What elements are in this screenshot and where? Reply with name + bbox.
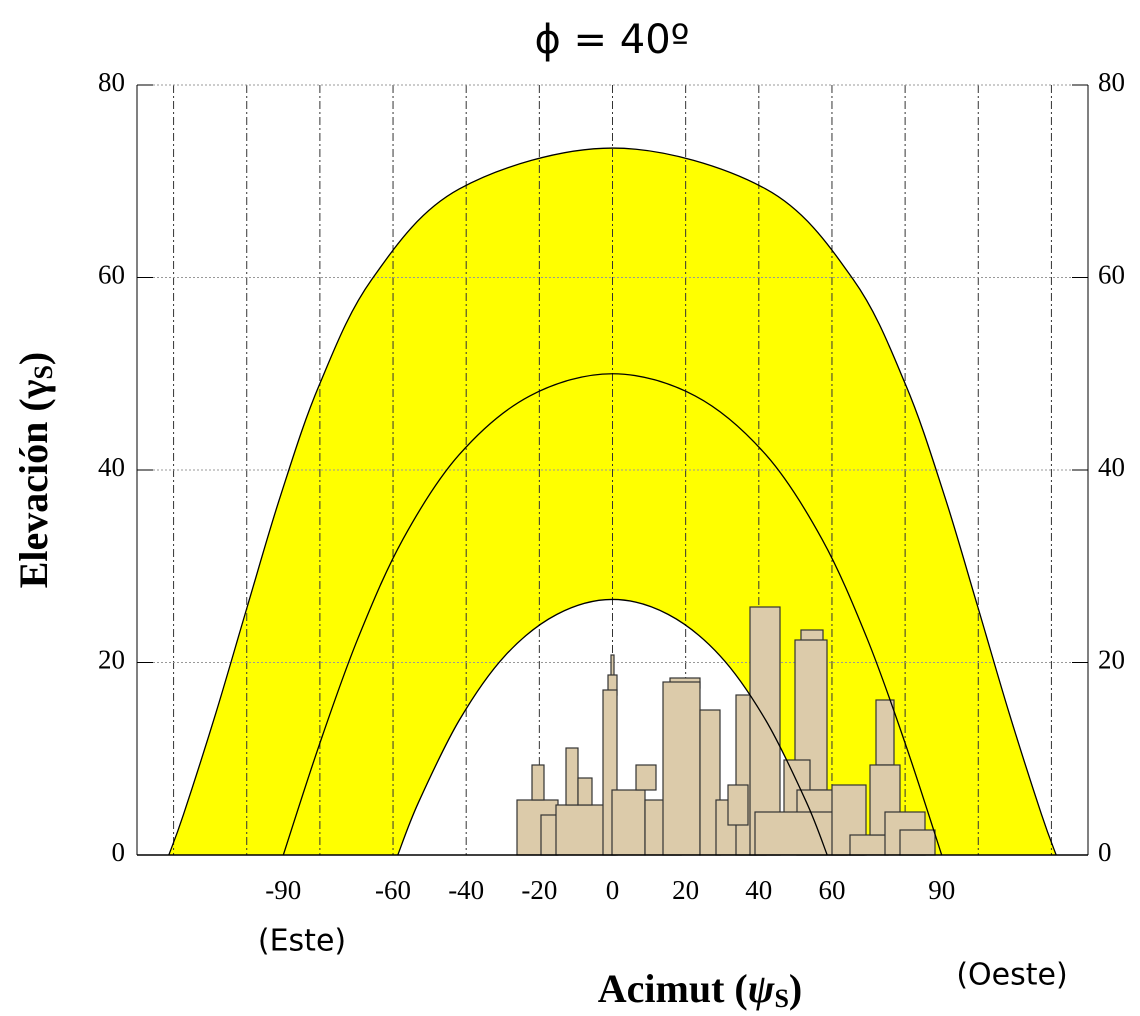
building bbox=[540, 814, 558, 856]
y-tick-label: 40 bbox=[98, 452, 125, 482]
y-tick-label: 60 bbox=[98, 260, 125, 290]
building bbox=[662, 681, 701, 856]
x-tick-label: 20 bbox=[672, 875, 699, 905]
x-axis-label: Acimut (ψS) bbox=[598, 966, 802, 1013]
building bbox=[611, 789, 646, 856]
x-label-part: ) bbox=[789, 966, 802, 1011]
y-tick-label: 40 bbox=[1098, 452, 1125, 482]
building bbox=[875, 699, 895, 766]
chart-title: ϕ = 40º bbox=[534, 17, 689, 63]
y-label-part: Elevación ( bbox=[11, 398, 56, 588]
building bbox=[565, 747, 579, 806]
sun-path bbox=[397, 598, 828, 856]
y-tick-label: 0 bbox=[1098, 837, 1112, 867]
building bbox=[635, 764, 657, 791]
building bbox=[899, 829, 936, 856]
y-tick-label: 60 bbox=[1098, 260, 1125, 290]
x-tick-label: 40 bbox=[745, 875, 772, 905]
x-label-part: S bbox=[774, 984, 788, 1013]
x-tick-label: -20 bbox=[521, 875, 557, 905]
building bbox=[849, 834, 889, 856]
y-tick-label: 80 bbox=[1098, 67, 1125, 97]
y-axis-label: Elevación (γS) bbox=[11, 352, 58, 589]
plot-area: 0 0 20 20 40 40 60 60 80 80 -90 -60 -40 -20 0 20 40 60 90 bbox=[98, 67, 1125, 905]
y-label-part: γ bbox=[11, 379, 56, 399]
x-tick-label: -60 bbox=[375, 875, 411, 905]
x-tick-label: 90 bbox=[928, 875, 955, 905]
x-label-part: Acimut ( bbox=[598, 966, 748, 1011]
x-tick-label: 60 bbox=[818, 875, 845, 905]
y-tick-label: 20 bbox=[1098, 645, 1125, 675]
x-tick-label: 0 bbox=[606, 875, 620, 905]
building bbox=[577, 777, 593, 806]
building bbox=[727, 784, 749, 826]
building bbox=[531, 764, 545, 801]
y-label-part: S bbox=[29, 365, 58, 379]
sun-path bbox=[282, 373, 943, 856]
x-tick-label: -90 bbox=[265, 875, 301, 905]
x-tick-label: -40 bbox=[448, 875, 484, 905]
sun-path bbox=[168, 147, 1057, 856]
y-tick-label: 0 bbox=[112, 837, 126, 867]
y-label-part: ) bbox=[11, 352, 56, 365]
annotation: (Este) bbox=[258, 924, 346, 959]
y-tick-label: 80 bbox=[98, 67, 125, 97]
annotation: (Oeste) bbox=[956, 958, 1067, 993]
y-tick-label: 20 bbox=[98, 645, 125, 675]
x-label-part: ψ bbox=[748, 966, 775, 1011]
